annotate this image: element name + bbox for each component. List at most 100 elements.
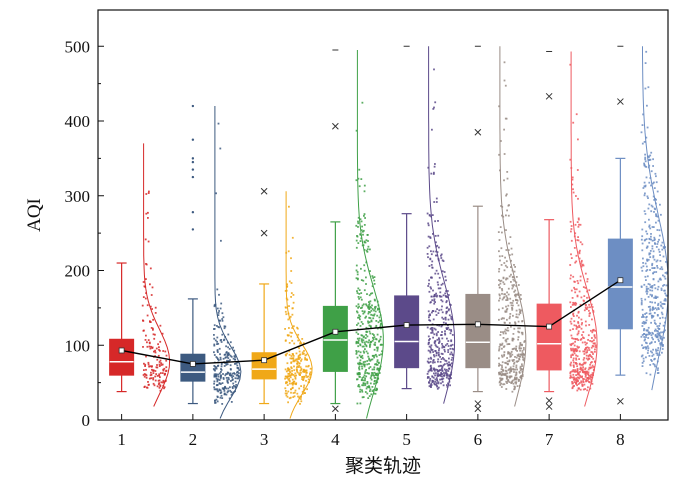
outlier-x (260, 229, 268, 237)
data-point (504, 361, 506, 364)
data-point (377, 308, 379, 311)
data-point (363, 184, 366, 187)
data-point (374, 363, 376, 366)
data-point (644, 153, 646, 156)
data-point (652, 226, 655, 228)
data-point (301, 351, 304, 354)
data-point (583, 357, 586, 359)
data-point (438, 374, 441, 377)
data-point (645, 290, 648, 293)
data-point (644, 62, 647, 64)
data-point (362, 382, 365, 384)
data-point (513, 361, 516, 364)
data-point (440, 364, 443, 367)
data-point (503, 383, 506, 386)
data-point (583, 295, 586, 297)
data-point (293, 360, 296, 363)
data-point (588, 312, 591, 315)
data-point (426, 212, 429, 215)
data-point (150, 377, 153, 380)
data-point (427, 349, 430, 352)
data-point (146, 345, 149, 348)
data-point (572, 359, 575, 362)
data-point (498, 346, 501, 348)
data-point (369, 346, 371, 348)
data-point (219, 353, 221, 356)
data-point (446, 385, 449, 388)
data-point (514, 376, 516, 379)
data-point (290, 374, 292, 377)
data-point (447, 363, 450, 366)
data-point (665, 261, 667, 263)
data-point (292, 392, 295, 394)
data-point (517, 304, 520, 307)
data-point (217, 364, 220, 367)
data-point (216, 384, 219, 386)
data-point (498, 250, 500, 253)
data-point (153, 337, 156, 340)
data-point (576, 389, 579, 392)
data-point (373, 283, 376, 285)
data-point (647, 155, 650, 158)
data-point (503, 269, 506, 272)
data-point (523, 353, 525, 356)
data-point (373, 392, 375, 395)
outlier-x (332, 405, 339, 413)
data-point (444, 316, 447, 319)
data-point (441, 316, 444, 319)
data-point (448, 374, 451, 377)
data-point (445, 290, 447, 292)
data-point (433, 327, 436, 330)
data-point (230, 401, 233, 403)
data-point (374, 392, 377, 395)
data-point (641, 249, 644, 252)
data-point (365, 369, 367, 371)
data-point (431, 310, 434, 312)
data-point (358, 367, 360, 369)
data-point (296, 392, 299, 395)
data-point (364, 382, 367, 385)
data-point (449, 384, 451, 387)
data-point (443, 375, 446, 377)
data-point (499, 280, 502, 282)
data-point (438, 349, 440, 352)
data-point (497, 231, 500, 233)
data-point (379, 324, 382, 326)
data-point (572, 357, 575, 360)
data-point (574, 291, 577, 294)
data-point (431, 260, 434, 263)
data-point (361, 341, 364, 344)
data-point (374, 376, 377, 379)
data-point (293, 365, 295, 368)
data-point (295, 358, 298, 361)
data-point (290, 296, 292, 298)
data-point (216, 400, 219, 403)
data-point (577, 326, 579, 329)
data-point (375, 353, 377, 356)
data-point (648, 241, 651, 244)
data-point (514, 266, 516, 268)
data-point (374, 310, 377, 313)
data-point (570, 228, 573, 230)
data-point (501, 356, 504, 358)
data-point (519, 369, 522, 371)
data-point (447, 345, 450, 347)
data-point (303, 371, 306, 373)
data-point (445, 301, 448, 304)
data-point (653, 271, 656, 273)
data-point (439, 295, 442, 298)
data-point (429, 319, 432, 322)
data-point (570, 349, 573, 352)
data-point (577, 330, 580, 333)
data-point (503, 353, 506, 356)
data-point (150, 294, 153, 296)
data-point (161, 332, 164, 335)
data-point (521, 350, 524, 352)
data-point (363, 365, 366, 368)
data-point (504, 84, 507, 87)
data-point (148, 190, 150, 193)
data-point (221, 312, 224, 315)
data-point (290, 282, 293, 284)
data-point (505, 277, 508, 280)
data-point (502, 383, 504, 386)
